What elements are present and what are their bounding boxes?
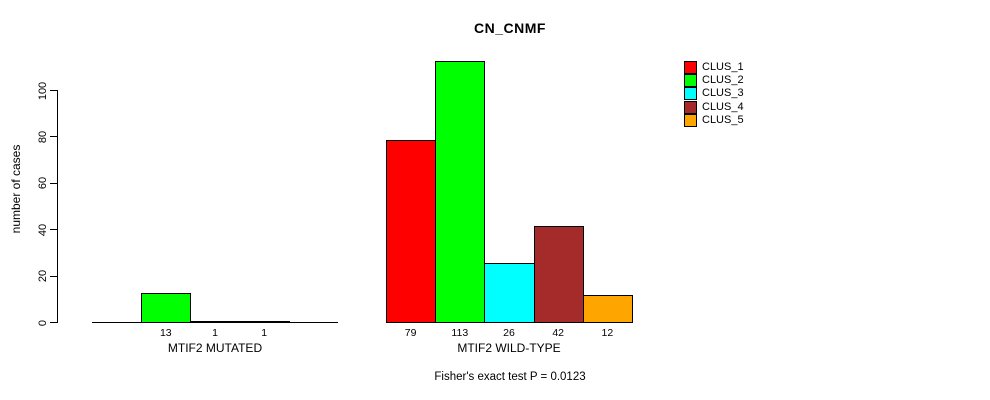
bar-value-label: 113	[451, 327, 469, 339]
legend-swatch-clus_2	[684, 74, 697, 88]
y-tick-label: 100	[37, 81, 49, 100]
legend-label: CLUS_4	[702, 100, 744, 113]
legend-item: CLUS_5	[684, 113, 744, 127]
y-tick-label: 20	[37, 269, 49, 283]
legend-label: CLUS_5	[702, 113, 744, 126]
bar-value-label: 42	[552, 327, 565, 339]
y-tick	[50, 229, 57, 231]
bar-clus_5-group2	[582, 295, 633, 323]
bar-clus_4-group2	[533, 225, 584, 323]
y-tick	[50, 275, 57, 277]
legend: CLUS_1 CLUS_2 CLUS_3 CLUS_4 CLUS_5	[684, 61, 744, 127]
bar-value-label: 79	[404, 327, 417, 339]
y-tick-label: 80	[37, 130, 49, 144]
y-tick-label: 60	[37, 177, 49, 190]
bar-clus_2-group2	[435, 60, 486, 323]
y-tick	[50, 136, 57, 138]
legend-item: CLUS_2	[684, 74, 744, 88]
bar-clus_3-group1	[190, 320, 241, 323]
legend-swatch-clus_3	[684, 87, 697, 101]
legend-item: CLUS_1	[684, 61, 744, 75]
bar-value-label: 12	[601, 327, 614, 339]
legend-swatch-clus_1	[684, 61, 697, 75]
legend-swatch-clus_5	[684, 113, 697, 127]
y-tick-label: 40	[37, 223, 49, 236]
x-axis-group-label: MTIF2 WILD-TYPE	[457, 341, 561, 355]
bar-clus_2-group1	[141, 292, 192, 323]
y-axis-line	[57, 90, 58, 323]
legend-item: CLUS_3	[684, 87, 744, 101]
y-tick	[50, 90, 57, 91]
legend-item: CLUS_4	[684, 100, 744, 114]
y-tick	[50, 182, 57, 184]
y-tick	[50, 322, 57, 323]
bar-value-label: 26	[503, 327, 515, 339]
stat-annotation: Fisher's exact test P = 0.0123	[434, 371, 586, 383]
chart-title: CN_CNMF	[474, 20, 546, 36]
y-axis-label: number of cases	[9, 144, 23, 234]
legend-swatch-clus_4	[684, 100, 697, 114]
x-axis-group-label: MTIF2 MUTATED	[167, 341, 263, 355]
bar-value-label: 13	[159, 327, 172, 339]
legend-label: CLUS_3	[702, 87, 744, 100]
bar-value-label: 1	[261, 327, 268, 339]
bar-clus_4-group1	[239, 320, 290, 323]
bar-value-label: 1	[212, 327, 218, 339]
bar-clus_3-group2	[484, 262, 535, 323]
y-tick-label: 0	[37, 319, 49, 326]
legend-label: CLUS_2	[702, 74, 744, 87]
legend-label: CLUS_1	[702, 61, 744, 74]
bar-clus_1-group2	[386, 139, 437, 323]
